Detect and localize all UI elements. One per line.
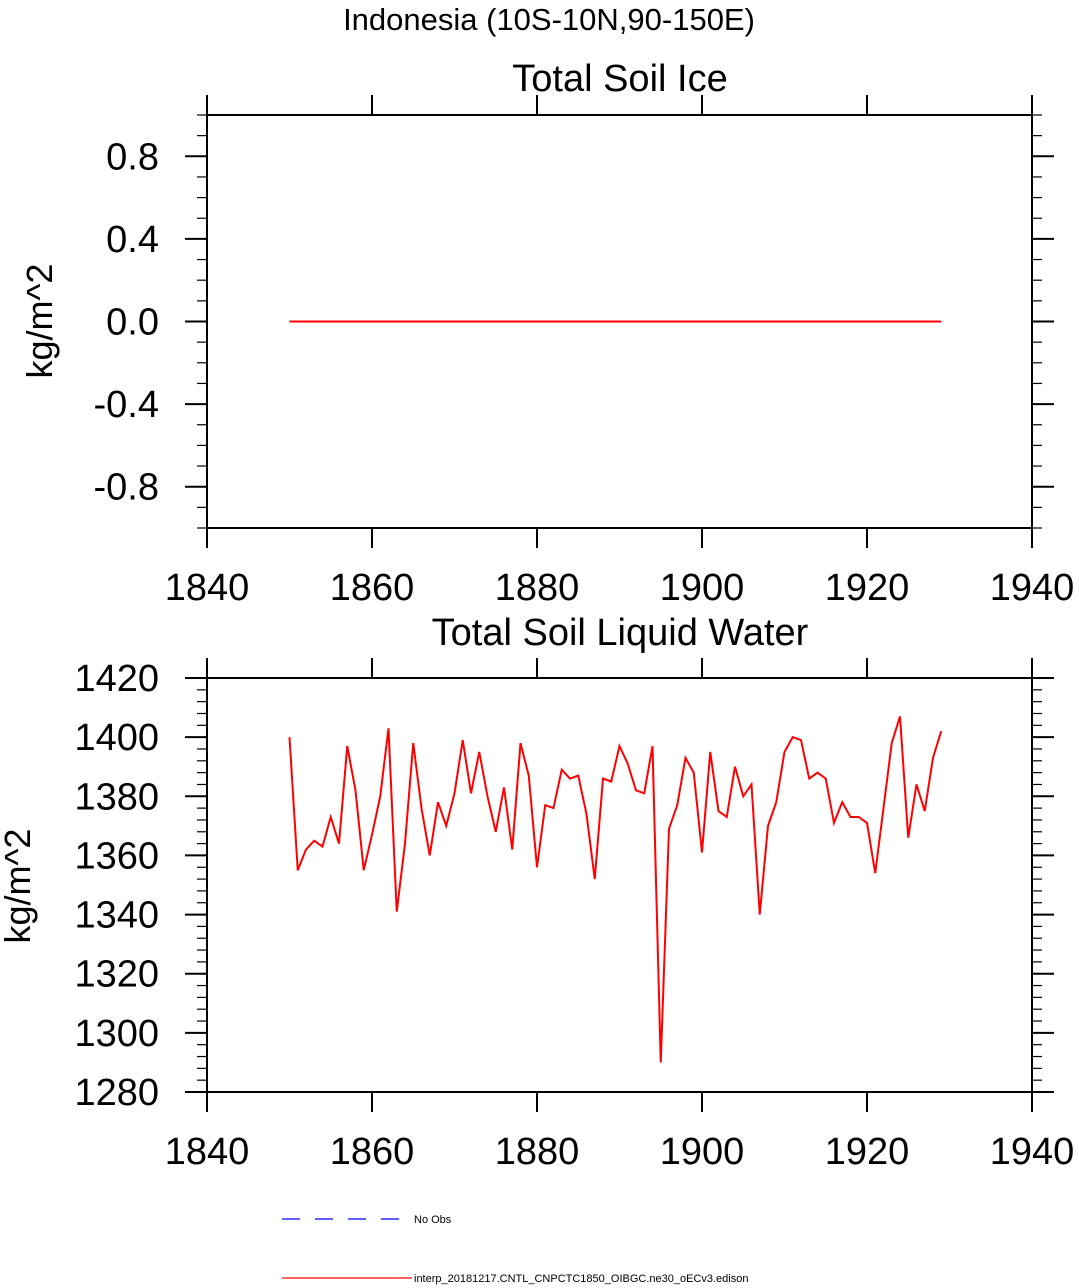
soil-ice-x-tick-label: 1900	[660, 567, 745, 609]
soil-liquid-x-tick-label: 1840	[165, 1131, 250, 1173]
soil-liquid-y-axis-label: kg/m^2	[0, 829, 38, 944]
soil-ice-x-tick-label: 1840	[165, 567, 250, 609]
soil-liquid-plot-frame	[206, 677, 1033, 1093]
soil-ice-x-tick-label: 1920	[825, 567, 910, 609]
soil-ice-y-tick-label: 0.8	[106, 136, 159, 178]
soil-liquid-x-tick-label: 1860	[330, 1131, 415, 1173]
soil-ice-y-tick-label: 0.0	[106, 302, 159, 344]
soil-liquid-ticks	[185, 658, 1054, 1112]
soil-ice-y-tick-labels: 0.8 0.4 0.0 -0.4 -0.8	[94, 136, 159, 508]
soil-liquid-panel: Total Soil Liquid Water kg/m^2 1840 1860 1…	[0, 612, 1074, 1173]
soil-liquid-y-tick-label: 1380	[74, 776, 159, 818]
soil-liquid-y-tick-label: 1280	[74, 1072, 159, 1114]
soil-liquid-y-tick-labels: 1420 1400 1380 1360 1340 1320 1300 1280	[74, 658, 159, 1114]
legend-entry-no-obs: No Obs	[282, 1214, 452, 1226]
soil-liquid-y-tick-label: 1420	[74, 658, 159, 700]
soil-liquid-y-tick-label: 1340	[74, 895, 159, 937]
soil-liquid-y-tick-label: 1400	[74, 717, 159, 759]
soil-ice-x-tick-label: 1880	[495, 567, 580, 609]
soil-liquid-x-tick-label: 1880	[495, 1131, 580, 1173]
soil-liquid-y-tick-label: 1300	[74, 1013, 159, 1055]
soil-ice-x-tick-label: 1860	[330, 567, 415, 609]
soil-liquid-series-line	[288, 716, 943, 1063]
legend-entry-model: interp_20181217.CNTL_CNPCTC1850_OIBGC.ne…	[282, 1273, 748, 1285]
legend-label-model: interp_20181217.CNTL_CNPCTC1850_OIBGC.ne…	[414, 1273, 748, 1285]
figure-title: Indonesia (10S-10N,90-150E)	[343, 2, 755, 37]
soil-ice-ticks	[185, 95, 1054, 548]
soil-liquid-x-tick-labels: 1840 1860 1880 1900 1920 1940	[165, 1131, 1075, 1173]
soil-liquid-title: Total Soil Liquid Water	[432, 612, 809, 654]
soil-ice-panel: Total Soil Ice kg/m^2 1840 1860 1880 1900 19…	[19, 58, 1074, 609]
soil-ice-x-tick-labels: 1840 1860 1880 1900 1920 1940	[165, 567, 1075, 609]
soil-ice-x-tick-label: 1940	[990, 567, 1075, 609]
soil-liquid-x-tick-label: 1900	[660, 1131, 745, 1173]
soil-liquid-y-tick-label: 1320	[74, 954, 159, 996]
soil-ice-y-axis-label: kg/m^2	[19, 264, 60, 379]
soil-liquid-x-tick-label: 1940	[990, 1131, 1075, 1173]
soil-liquid-x-tick-label: 1920	[825, 1131, 910, 1173]
legend-label-no-obs: No Obs	[414, 1214, 452, 1226]
soil-ice-y-tick-label: -0.4	[94, 384, 159, 426]
soil-ice-y-tick-label: 0.4	[106, 219, 159, 261]
soil-ice-y-tick-label: -0.8	[94, 467, 159, 509]
legend: No Obs interp_20181217.CNTL_CNPCTC1850_O…	[282, 1214, 748, 1285]
soil-ice-title: Total Soil Ice	[512, 58, 727, 100]
soil-liquid-y-tick-label: 1360	[74, 835, 159, 877]
